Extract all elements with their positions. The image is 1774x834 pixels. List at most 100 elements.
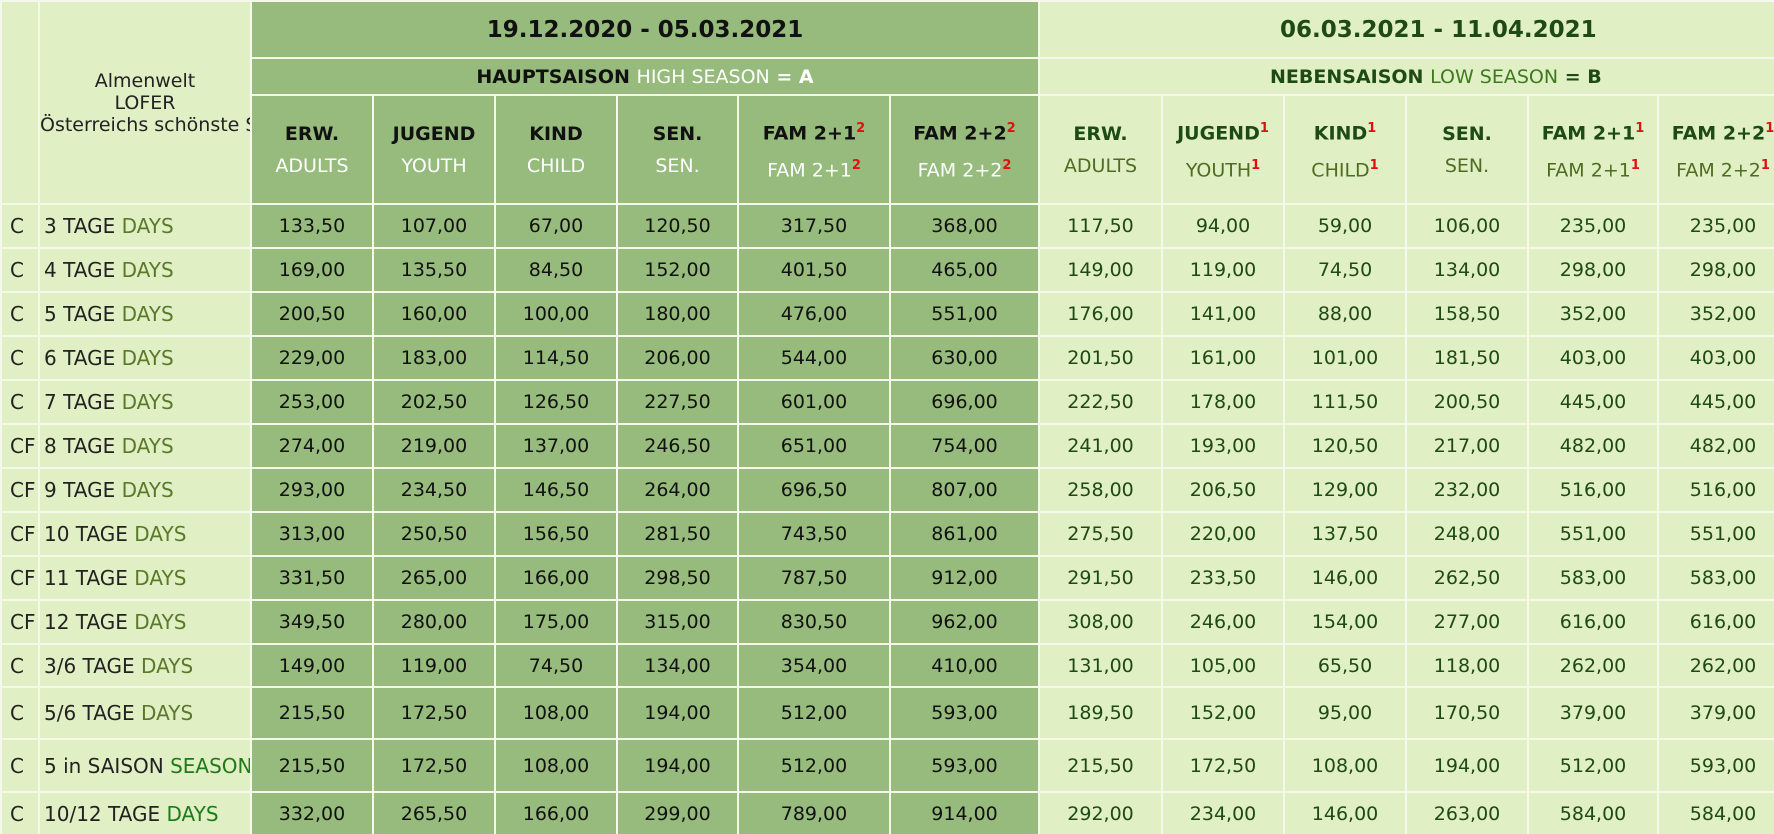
price-cell: 298,00	[1658, 248, 1774, 292]
column-de: JUGEND	[374, 118, 494, 150]
price-cell: 101,00	[1284, 336, 1406, 380]
card-code: C	[1, 792, 39, 834]
price-cell: 217,00	[1406, 424, 1528, 468]
footnote: 1	[1370, 158, 1379, 173]
column-en-text: ADULTS	[1064, 155, 1137, 177]
footnote: 1	[1631, 158, 1640, 173]
price-cell: 106,00	[1406, 204, 1528, 248]
season-name: HAUPTSAISON HIGH SEASON = A	[251, 58, 1039, 95]
price-cell: 189,50	[1039, 687, 1162, 739]
price-cell: 516,00	[1528, 468, 1658, 512]
column-en-text: FAM 2+2	[1676, 159, 1761, 181]
column-de: ERW.	[1040, 118, 1161, 150]
column-en-text: CHILD	[527, 155, 585, 177]
price-cell: 149,00	[251, 644, 373, 687]
season-name-de: HAUPTSAISON	[476, 66, 630, 88]
logo-line2: LOFER	[40, 92, 250, 114]
price-cell: 445,00	[1658, 380, 1774, 424]
price-cell: 349,50	[251, 600, 373, 644]
price-cell: 200,50	[251, 292, 373, 336]
price-cell: 180,00	[617, 292, 738, 336]
price-cell: 146,00	[1284, 556, 1406, 600]
card-code: C	[1, 336, 39, 380]
row-label-en: DAYS	[122, 478, 174, 502]
price-cell: 593,00	[1658, 739, 1774, 792]
price-cell: 696,50	[738, 468, 890, 512]
row-label-de: 8 TAGE	[44, 434, 115, 458]
price-cell: 807,00	[890, 468, 1039, 512]
column-de-text: ERW.	[1073, 123, 1127, 145]
price-cell: 193,00	[1162, 424, 1284, 468]
footnote: 1	[1251, 158, 1260, 173]
price-cell: 194,00	[617, 739, 738, 792]
row-label: 3/6 TAGE DAYS	[39, 644, 251, 687]
row-label-de: 6 TAGE	[44, 346, 115, 370]
column-en: ADULTS	[252, 150, 372, 182]
price-cell: 299,00	[617, 792, 738, 834]
price-cell: 117,50	[1039, 204, 1162, 248]
column-de-text: FAM 2+2	[913, 123, 1006, 145]
price-cell: 258,00	[1039, 468, 1162, 512]
column-header: ERW. ADULTS	[1039, 95, 1162, 204]
price-cell: 202,50	[373, 380, 495, 424]
season-name-en: LOW SEASON	[1430, 66, 1558, 88]
price-cell: 403,00	[1658, 336, 1774, 380]
price-cell: 235,00	[1528, 204, 1658, 248]
logo-tagline: Österreichs schönste Skialm!	[40, 114, 250, 136]
price-cell: 512,00	[738, 687, 890, 739]
price-cell: 551,00	[890, 292, 1039, 336]
price-cell: 232,00	[1406, 468, 1528, 512]
price-cell: 234,50	[373, 468, 495, 512]
price-cell: 219,00	[373, 424, 495, 468]
price-cell: 227,50	[617, 380, 738, 424]
price-cell: 262,00	[1528, 644, 1658, 687]
column-de: SEN.	[1407, 118, 1527, 150]
price-cell: 133,50	[251, 204, 373, 248]
price-cell: 512,00	[738, 739, 890, 792]
column-de-text: FAM 2+2	[1672, 123, 1765, 145]
price-cell: 332,00	[251, 792, 373, 834]
column-de-text: JUGEND	[1177, 123, 1260, 145]
price-cell: 601,00	[738, 380, 890, 424]
price-cell: 215,50	[251, 687, 373, 739]
price-cell: 544,00	[738, 336, 890, 380]
column-de: FAM 2+11	[1529, 113, 1657, 149]
row-label-en: DAYS	[141, 654, 193, 678]
logo-line1: Almenwelt	[40, 70, 250, 92]
price-cell: 616,00	[1658, 600, 1774, 644]
price-cell: 234,00	[1162, 792, 1284, 834]
row-label-en: DAYS	[134, 566, 186, 590]
price-cell: 135,50	[373, 248, 495, 292]
row-label-de: 4 TAGE	[44, 258, 115, 282]
column-en-text: SEN.	[655, 155, 699, 177]
price-cell: 222,50	[1039, 380, 1162, 424]
price-cell: 178,00	[1162, 380, 1284, 424]
row-label-en: DAYS	[122, 390, 174, 414]
price-cell: 166,00	[495, 792, 617, 834]
price-cell: 119,00	[1162, 248, 1284, 292]
price-cell: 126,50	[495, 380, 617, 424]
card-code: C	[1, 292, 39, 336]
price-cell: 95,00	[1284, 687, 1406, 739]
price-cell: 129,00	[1284, 468, 1406, 512]
season-code: = B	[1565, 66, 1602, 88]
column-en: CHILD1	[1285, 150, 1405, 186]
price-cell: 175,00	[495, 600, 617, 644]
price-cell: 583,00	[1528, 556, 1658, 600]
column-en-text: YOUTH	[401, 155, 466, 177]
price-cell: 914,00	[890, 792, 1039, 834]
price-cell: 200,50	[1406, 380, 1528, 424]
price-cell: 111,50	[1284, 380, 1406, 424]
price-cell: 170,50	[1406, 687, 1528, 739]
column-de-text: JUGEND	[393, 123, 476, 145]
column-de: JUGEND1	[1163, 113, 1283, 149]
card-code: CF	[1, 424, 39, 468]
price-cell: 754,00	[890, 424, 1039, 468]
